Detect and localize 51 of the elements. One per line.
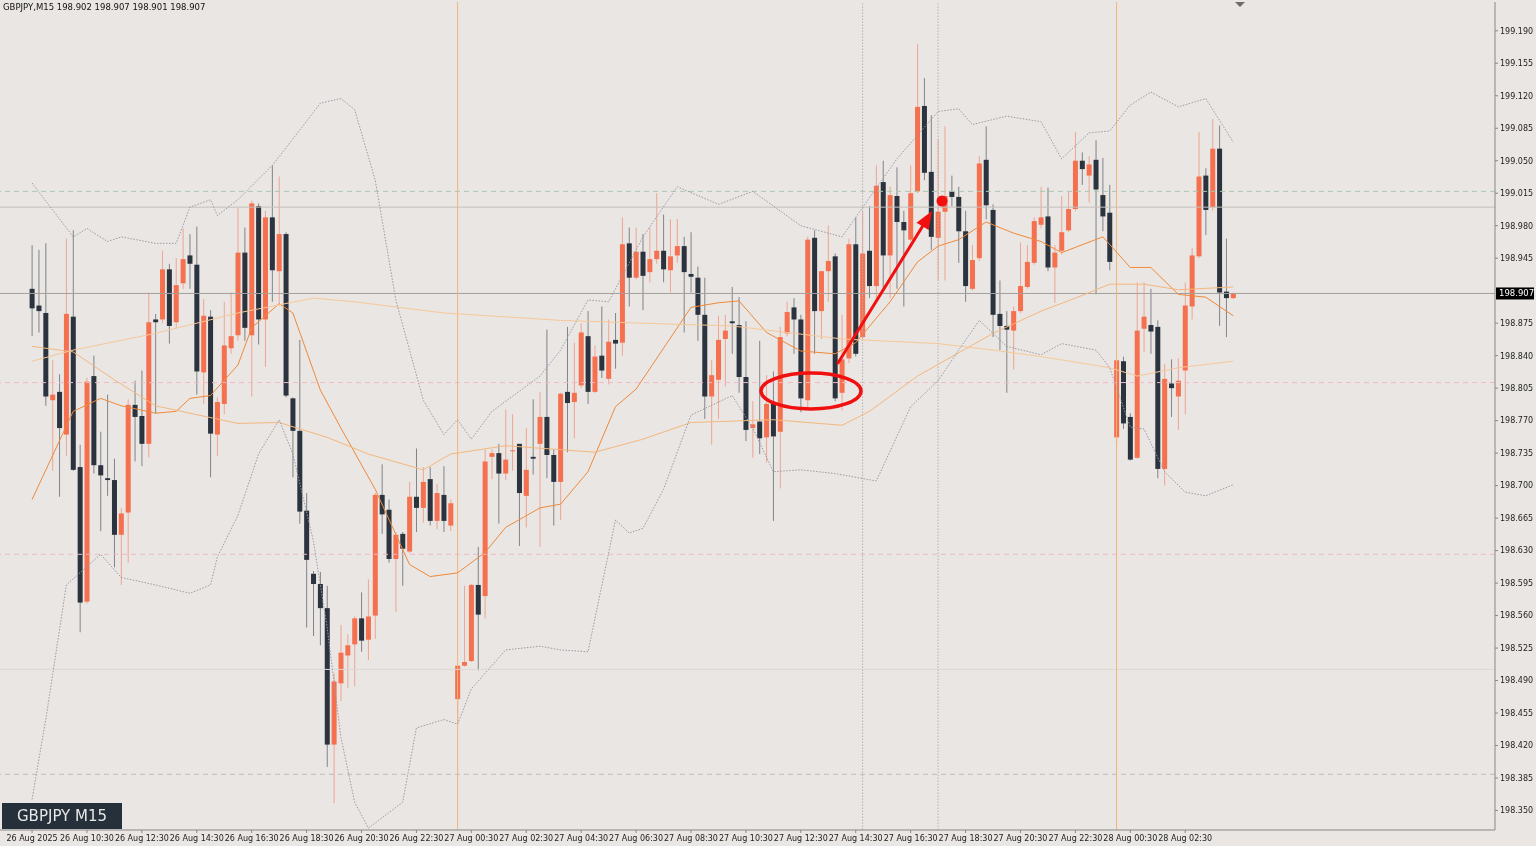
chart-title: GBPJPY,M15 198.902 198.907 198.901 198.907 — [3, 2, 206, 12]
y-tick-label: 198.595 — [1500, 578, 1534, 588]
y-tick-label: 198.560 — [1500, 611, 1534, 621]
y-tick-label: 198.980 — [1500, 221, 1534, 231]
x-tick-label: 27 Aug 06:30 — [609, 833, 664, 843]
x-tick-label: 27 Aug 02:30 — [499, 833, 554, 843]
x-tick-label: 26 Aug 18:30 — [279, 833, 334, 843]
y-tick-label: 199.190 — [1500, 26, 1534, 36]
y-tick-label: 199.120 — [1500, 91, 1534, 101]
x-tick-label: 27 Aug 10:30 — [718, 833, 773, 843]
x-tick-label: 27 Aug 22:30 — [1048, 833, 1103, 843]
x-tick-label: 26 Aug 10:30 — [59, 833, 114, 843]
x-tick-label: 28 Aug 02:30 — [1158, 833, 1213, 843]
x-tick-label: 27 Aug 08:30 — [664, 833, 718, 843]
x-tick-label: 27 Aug 18:30 — [938, 833, 993, 843]
x-tick-label: 27 Aug 14:30 — [828, 833, 883, 843]
y-tick-label: 198.455 — [1500, 708, 1534, 718]
x-tick-label: 27 Aug 04:30 — [554, 833, 609, 843]
y-tick-label: 198.665 — [1500, 513, 1534, 523]
line-series — [31, 297, 1234, 377]
x-tick-label: 27 Aug 00:30 — [444, 833, 499, 843]
y-tick-label: 199.155 — [1500, 59, 1534, 69]
x-tick-label: 28 Aug 00:30 — [1103, 833, 1158, 843]
y-tick-label: 198.490 — [1500, 676, 1534, 686]
y-tick-label: 198.840 — [1500, 351, 1534, 361]
ref-line-label: 198.907 — [1499, 288, 1535, 299]
x-tick-label: 26 Aug 20:30 — [334, 833, 389, 843]
y-tick-label: 199.050 — [1500, 156, 1534, 166]
x-tick-label: 26 Aug 2025 — [6, 833, 58, 843]
x-tick-label: 26 Aug 22:30 — [389, 833, 444, 843]
x-tick-label: 26 Aug 12:30 — [114, 833, 169, 843]
x-tick-label: 26 Aug 16:30 — [224, 833, 279, 843]
y-tick-label: 198.350 — [1500, 806, 1534, 816]
y-tick-label: 198.770 — [1500, 416, 1534, 426]
y-tick-label: 198.420 — [1500, 741, 1534, 751]
x-tick-label: 27 Aug 12:30 — [773, 833, 828, 843]
y-tick-label: 198.945 — [1500, 254, 1534, 264]
x-tick-label: 26 Aug 14:30 — [169, 833, 224, 843]
x-tick-label: 27 Aug 16:30 — [883, 833, 938, 843]
annotation: GBPJPY M15 — [2, 803, 123, 829]
y-tick-label: 198.385 — [1500, 773, 1534, 783]
y-tick-label: 198.700 — [1500, 481, 1534, 491]
y-tick-label: 199.085 — [1500, 124, 1534, 134]
y-tick-label: 198.525 — [1500, 643, 1534, 653]
x-tick-label: 27 Aug 20:30 — [993, 833, 1048, 843]
y-tick-label: 198.735 — [1500, 448, 1534, 458]
line-series — [31, 221, 1234, 578]
y-tick-label: 198.630 — [1500, 546, 1534, 556]
y-tick-label: 198.875 — [1500, 319, 1534, 329]
y-tick-label: 198.805 — [1500, 383, 1534, 393]
y-tick-label: 199.015 — [1500, 189, 1534, 199]
